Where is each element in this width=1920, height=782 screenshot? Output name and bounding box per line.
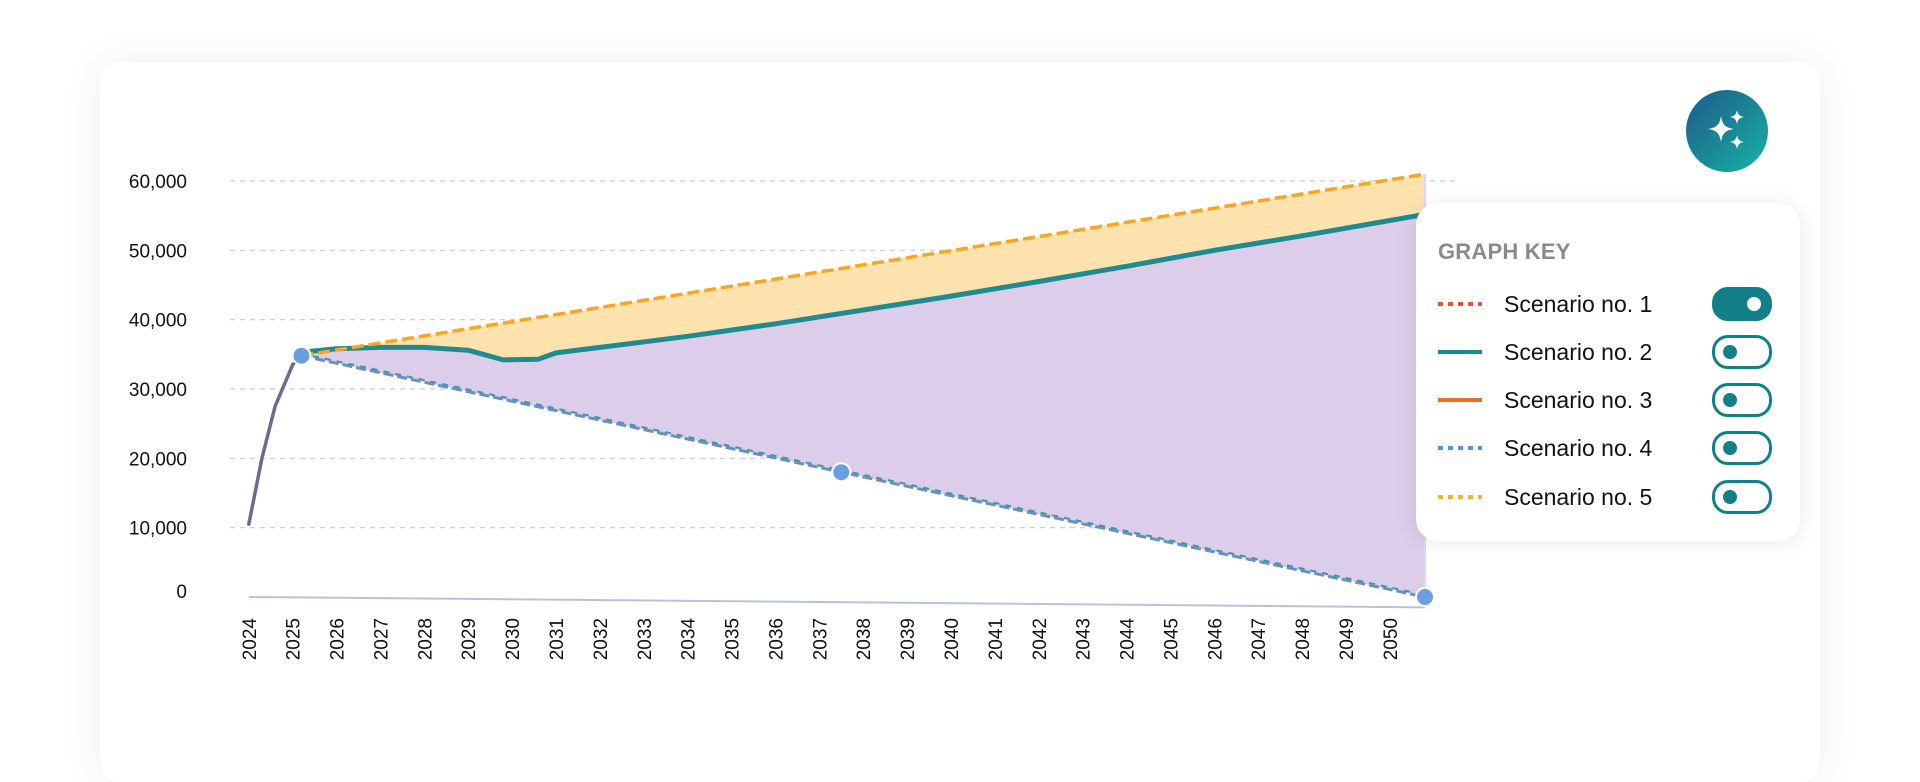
sparkles-icon [1708, 110, 1744, 149]
x-tick-label: 2050 [1381, 618, 1402, 660]
graph-key-panel: GRAPH KEY Scenario no. 1 Scenario no. 2 … [1416, 203, 1800, 541]
legend-item-scenario-3: Scenario no. 3 [1438, 383, 1772, 417]
axis-labels: 0 10,000 20,000 30,000 40,000 50,000 60,000 202… [129, 172, 1402, 660]
x-tick-label: 2036 [766, 618, 787, 660]
legend-swatch-dotted [1438, 302, 1482, 306]
legend-label: Scenario no. 2 [1504, 338, 1653, 365]
legend-swatch-dotted [1438, 446, 1482, 450]
range-area [301, 214, 1425, 598]
y-tick-label: 0 [176, 582, 187, 603]
x-tick-label: 2044 [1118, 618, 1139, 661]
x-tick-label: 2034 [679, 618, 700, 661]
legend-item-scenario-2: Scenario no. 2 [1438, 335, 1772, 369]
historical-line [247, 353, 304, 526]
x-tick-label: 2031 [547, 618, 568, 660]
legend-item-scenario-1: Scenario no. 1 [1438, 287, 1772, 321]
toggle-knob [1747, 297, 1761, 311]
data-point-marker [831, 462, 852, 483]
data-point-marker [291, 345, 312, 366]
x-tick-label: 2049 [1337, 618, 1358, 660]
x-tick-label: 2040 [942, 618, 963, 660]
toggle-knob [1723, 393, 1737, 407]
ai-assistant-button[interactable] [1686, 90, 1768, 172]
graph-key-title: GRAPH KEY [1438, 239, 1571, 264]
x-tick-label: 2039 [898, 618, 919, 660]
chart-areas [301, 174, 1425, 598]
y-tick-label: 10,000 [129, 519, 187, 540]
x-tick-label: 2026 [328, 618, 349, 660]
toggle-scenario-3[interactable] [1712, 383, 1772, 417]
baseline-line [248, 596, 1426, 609]
y-tick-label: 60,000 [129, 172, 187, 193]
x-tick-label: 2033 [635, 618, 656, 660]
toggle-scenario-1[interactable] [1712, 287, 1772, 321]
x-tick-label: 2043 [1074, 618, 1095, 660]
x-tick-label: 2024 [240, 618, 261, 661]
data-point-marker [1415, 587, 1435, 607]
x-tick-label: 2037 [810, 618, 831, 660]
toggle-scenario-5[interactable] [1712, 480, 1772, 514]
legend-label: Scenario no. 3 [1504, 386, 1653, 413]
y-tick-label: 20,000 [129, 449, 187, 470]
toggle-scenario-4[interactable] [1712, 431, 1772, 465]
legend-label: Scenario no. 1 [1504, 290, 1653, 317]
x-tick-label: 2041 [986, 618, 1007, 660]
toggle-knob [1723, 490, 1737, 504]
legend-item-scenario-4: Scenario no. 4 [1438, 431, 1772, 465]
x-tick-label: 2028 [415, 618, 436, 660]
y-tick-label: 30,000 [129, 380, 187, 401]
scenario-2-line [301, 211, 1426, 363]
x-tick-label: 2046 [1205, 618, 1226, 660]
x-tick-label: 2045 [1161, 618, 1182, 660]
x-tick-label: 2048 [1293, 618, 1314, 660]
x-tick-label: 2038 [854, 618, 875, 660]
x-tick-label: 2032 [591, 618, 612, 660]
y-tick-label: 50,000 [129, 241, 187, 262]
legend-swatch-solid [1438, 398, 1482, 402]
toggle-scenario-2[interactable] [1712, 335, 1772, 369]
data-markers [291, 345, 1435, 607]
legend-item-scenario-5: Scenario no. 5 [1438, 480, 1772, 514]
scenario-chart: 0 10,000 20,000 30,000 40,000 50,000 60,000 202… [129, 172, 1460, 660]
x-tick-label: 2025 [284, 618, 305, 660]
legend-label: Scenario no. 4 [1504, 434, 1653, 461]
x-tick-label: 2042 [1030, 618, 1051, 660]
x-tick-label: 2029 [459, 618, 480, 660]
x-tick-label: 2035 [723, 618, 744, 660]
x-tick-label: 2030 [503, 618, 524, 660]
y-tick-label: 40,000 [129, 311, 187, 332]
legend-swatch-dotted [1438, 495, 1482, 499]
toggle-knob [1723, 441, 1737, 455]
x-tick-label: 2047 [1249, 618, 1270, 660]
legend-label: Scenario no. 5 [1504, 483, 1653, 510]
toggle-knob [1723, 345, 1737, 359]
x-tick-label: 2027 [371, 618, 392, 660]
scenario-5-line [301, 172, 1426, 358]
legend-swatch-solid [1438, 350, 1482, 354]
